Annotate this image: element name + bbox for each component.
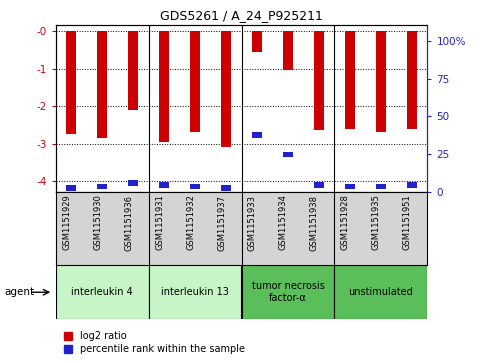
Bar: [407, 182, 417, 188]
Text: GSM1151938: GSM1151938: [310, 195, 319, 250]
Bar: [128, 180, 139, 186]
Bar: [158, 31, 170, 142]
Bar: [283, 31, 293, 70]
Bar: [242, 265, 334, 319]
Text: GSM1151930: GSM1151930: [93, 195, 102, 250]
Bar: [283, 152, 293, 157]
Bar: [149, 265, 242, 319]
Bar: [66, 31, 76, 134]
Text: GSM1151937: GSM1151937: [217, 195, 226, 250]
Bar: [190, 184, 200, 189]
Bar: [334, 265, 427, 319]
Text: GSM1151936: GSM1151936: [124, 195, 133, 250]
Bar: [313, 182, 325, 188]
Text: GSM1151932: GSM1151932: [186, 195, 195, 250]
Text: tumor necrosis
factor-α: tumor necrosis factor-α: [252, 281, 325, 303]
Bar: [158, 182, 170, 188]
Bar: [407, 31, 417, 129]
Bar: [344, 184, 355, 189]
Text: interleukin 4: interleukin 4: [71, 287, 133, 297]
Bar: [252, 31, 262, 52]
Bar: [221, 31, 231, 147]
Bar: [190, 31, 200, 132]
Text: GSM1151935: GSM1151935: [372, 195, 381, 250]
Text: unstimulated: unstimulated: [349, 287, 413, 297]
Text: GSM1151933: GSM1151933: [248, 195, 257, 250]
Text: GDS5261 / A_24_P925211: GDS5261 / A_24_P925211: [160, 9, 323, 22]
Bar: [97, 31, 107, 138]
Bar: [66, 185, 76, 191]
Bar: [252, 132, 262, 138]
Legend: log2 ratio, percentile rank within the sample: log2 ratio, percentile rank within the s…: [60, 327, 249, 358]
Bar: [344, 31, 355, 129]
Bar: [56, 265, 149, 319]
Text: agent: agent: [5, 287, 35, 297]
Text: GSM1151931: GSM1151931: [155, 195, 164, 250]
Text: GSM1151951: GSM1151951: [403, 195, 412, 250]
Bar: [97, 184, 107, 189]
Text: GSM1151929: GSM1151929: [62, 195, 71, 250]
Bar: [221, 185, 231, 191]
Bar: [376, 184, 386, 189]
Text: GSM1151934: GSM1151934: [279, 195, 288, 250]
Bar: [376, 31, 386, 132]
Bar: [313, 31, 325, 130]
Text: interleukin 13: interleukin 13: [161, 287, 229, 297]
Bar: [128, 31, 139, 110]
Text: GSM1151928: GSM1151928: [341, 195, 350, 250]
